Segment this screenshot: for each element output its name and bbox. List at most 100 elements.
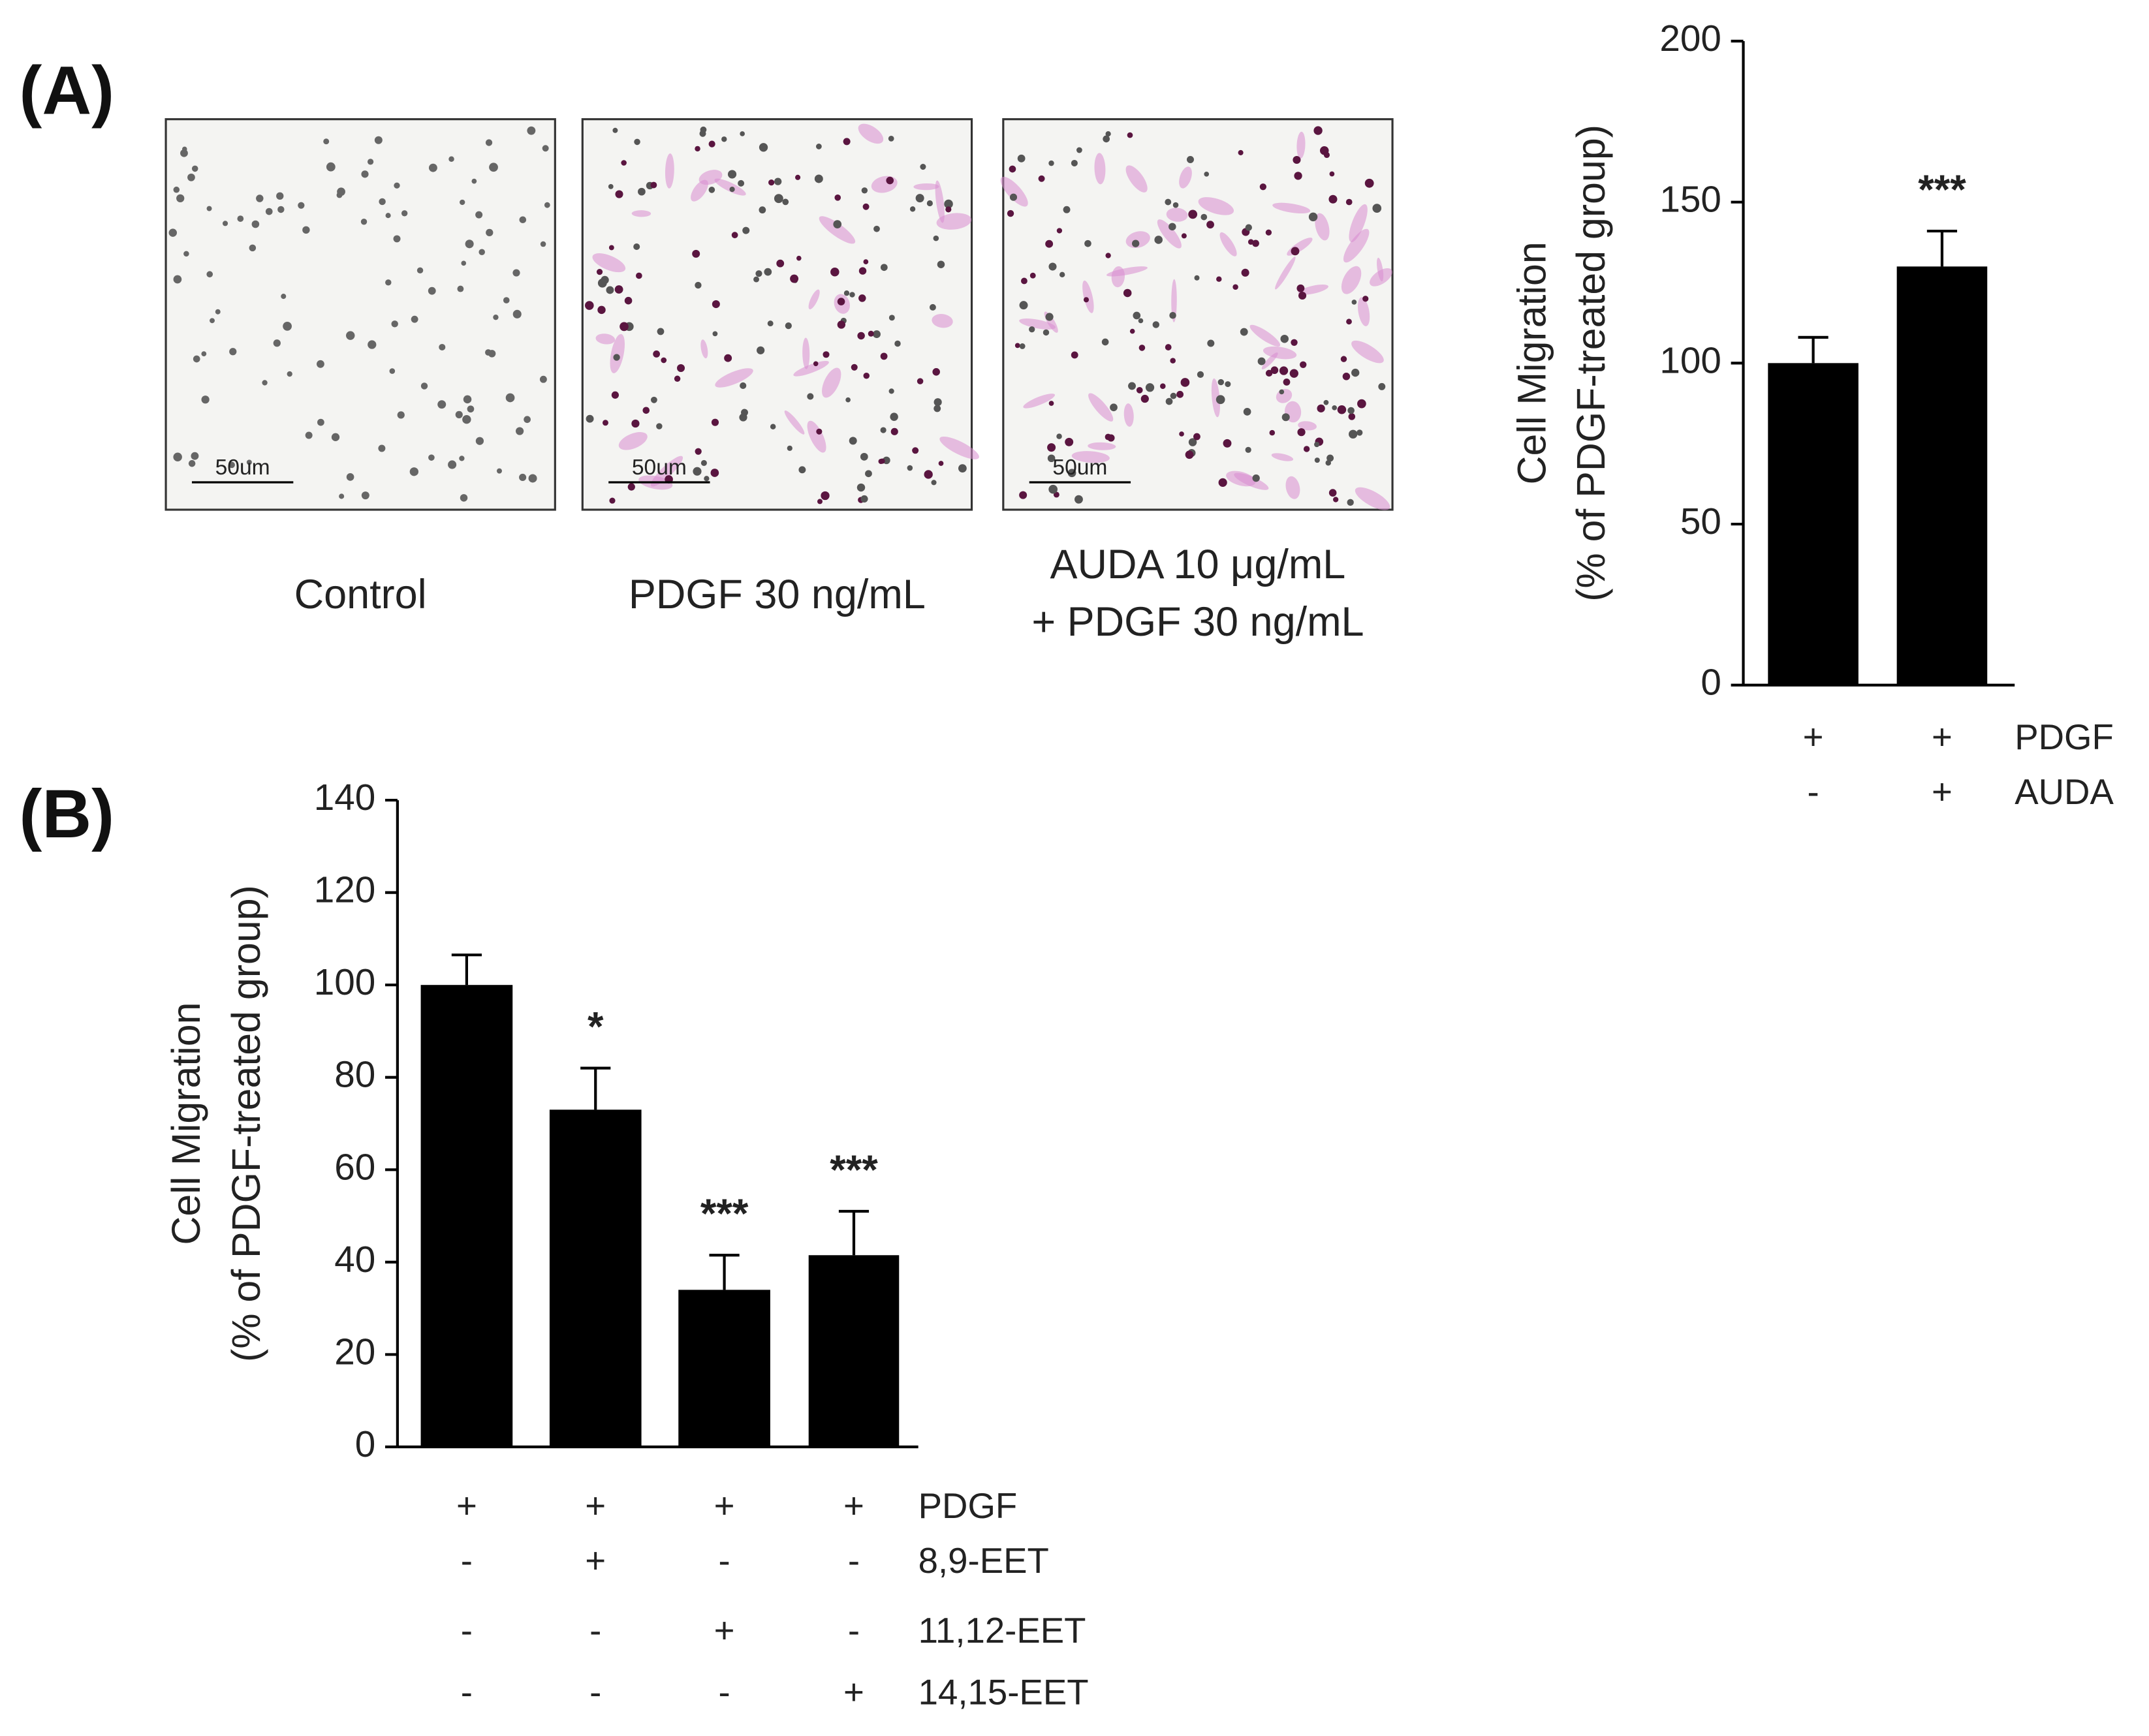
pore-dot [1007, 209, 1014, 217]
pore-dot [1351, 300, 1357, 305]
bar [1768, 363, 1859, 685]
pore-dot [503, 297, 510, 303]
treatment-mark: + [456, 1486, 477, 1526]
pore-dot [1154, 236, 1163, 244]
pore-dot [326, 162, 336, 172]
pore-dot [1364, 178, 1374, 188]
significance-label: * [588, 1004, 604, 1049]
pore-dot [361, 491, 369, 500]
cell-body [714, 178, 746, 196]
pore-dot [1136, 386, 1143, 394]
pore-dot [411, 315, 418, 323]
panel-label: (B) [19, 776, 114, 852]
pore-dot [1129, 328, 1135, 334]
pore-dot [1337, 405, 1347, 414]
treatment-mark: + [1932, 717, 1953, 757]
pore-dot [1067, 469, 1076, 478]
pore-dot [1138, 318, 1144, 324]
cell-body [1125, 231, 1150, 249]
pore-dot [519, 473, 527, 482]
pore-dot [888, 315, 895, 321]
pore-dot [461, 260, 467, 266]
pore-dot [1294, 172, 1302, 180]
pore-dot [1059, 271, 1065, 278]
pore-dot [397, 411, 405, 419]
cell-body [1082, 280, 1094, 313]
pore-dot [1105, 433, 1112, 441]
cell-body [1171, 279, 1177, 322]
pore-dot [1204, 172, 1210, 177]
pore-dot [621, 160, 627, 166]
pore-dot [489, 163, 498, 172]
pore-dot [173, 275, 182, 284]
pore-dot [742, 226, 750, 234]
pore-dot [724, 354, 732, 362]
pore-dot [633, 243, 640, 251]
pore-dot [817, 499, 823, 504]
pore-dot [183, 251, 189, 257]
pore-dot [712, 300, 720, 309]
pore-dot [785, 322, 792, 330]
pore-dot [1038, 175, 1045, 182]
treatment-name: PDGF [918, 1486, 1018, 1526]
cell-body [1111, 266, 1125, 288]
pore-dot [615, 190, 623, 198]
pore-dot [540, 241, 546, 247]
cell-body [822, 367, 841, 398]
pore-dot [727, 170, 737, 179]
cell-body [1088, 442, 1116, 450]
cell-body [1023, 394, 1055, 409]
pore-dot [528, 474, 537, 483]
pore-dot [1332, 405, 1338, 411]
cell-body [1358, 297, 1370, 326]
pore-dot [1245, 224, 1252, 231]
treatment-name: AUDA [2015, 772, 2114, 812]
pore-dot [1340, 356, 1347, 362]
significance-label: *** [830, 1147, 878, 1193]
y-tick-label: 0 [1701, 662, 1721, 704]
panel-label: (A) [19, 53, 114, 129]
pore-dot [1280, 334, 1289, 343]
pore-dot [1217, 379, 1225, 386]
pore-dot [1313, 126, 1323, 135]
pore-dot [814, 174, 823, 183]
pore-dot [471, 178, 477, 184]
pore-dot [1259, 183, 1266, 191]
pore-dot [863, 259, 869, 265]
pore-dot [1218, 478, 1227, 487]
pore-dot [1127, 132, 1133, 138]
cell-body [1211, 378, 1220, 418]
pore-dot [1076, 147, 1082, 153]
pore-dot [393, 235, 401, 243]
pore-dot [597, 305, 606, 315]
pore-dot [462, 415, 471, 424]
pore-dot [932, 368, 940, 376]
pore-dot [636, 272, 642, 279]
pore-dot [937, 260, 945, 268]
treatment-mark: - [461, 1541, 473, 1581]
pore-dot [1265, 229, 1272, 236]
pore-dot [448, 460, 457, 469]
cell-body [1071, 451, 1110, 463]
pore-dot [1019, 491, 1027, 499]
pore-dot [1323, 151, 1330, 159]
pore-dot [695, 448, 702, 455]
pore-dot [187, 173, 195, 181]
pore-dot [1179, 431, 1184, 437]
cell-body [715, 368, 753, 388]
cell-body [1377, 257, 1384, 282]
pore-dot [857, 332, 865, 340]
pore-dot [873, 225, 880, 232]
pore-dot [624, 296, 633, 305]
pore-dot [1019, 343, 1026, 349]
pore-dot [1252, 474, 1260, 482]
pore-dot [1333, 497, 1339, 503]
pore-dot [1378, 382, 1386, 390]
pore-dot [695, 281, 702, 289]
pore-dot [379, 198, 386, 206]
pore-dot [833, 220, 842, 228]
pore-dot [1347, 407, 1355, 414]
treatment-name: 14,15-EET [918, 1672, 1089, 1712]
pore-dot [1326, 454, 1334, 462]
pore-dot [1048, 401, 1054, 406]
